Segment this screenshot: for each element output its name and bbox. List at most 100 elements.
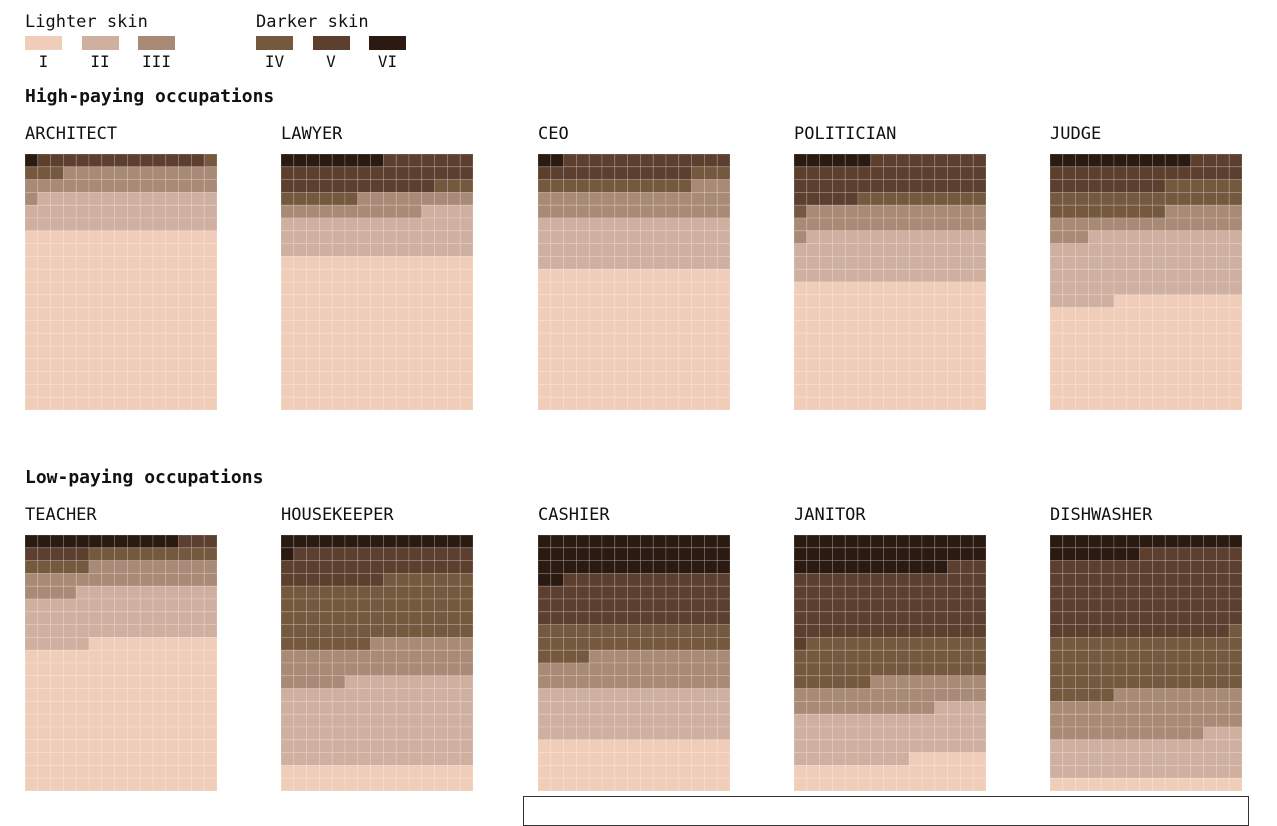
waffle-cell-type-iii (1228, 700, 1242, 715)
waffle-cell-type-ii (703, 256, 718, 270)
waffle-cell-type-ii (383, 688, 397, 702)
waffle-cell-type-i (459, 268, 473, 283)
waffle-cell-type-iii (1215, 688, 1230, 702)
waffle-cell-type-i (857, 764, 872, 779)
waffle-cell-type-iv (1139, 192, 1153, 206)
waffle-cell-type-i (1139, 345, 1153, 360)
waffle-cell-type-iii (1152, 217, 1166, 232)
waffle-cell-type-i (652, 307, 667, 321)
waffle-cell-type-iv (421, 573, 436, 587)
waffle-cell-type-i (563, 358, 577, 373)
waffle-cell-type-i (37, 268, 52, 283)
waffle-cell-type-i (446, 268, 461, 283)
waffle-cell-type-i (691, 345, 705, 360)
waffle-cell-type-ii (1050, 281, 1064, 296)
waffle-cell-type-ii (1113, 256, 1128, 270)
waffle-cell-type-i (459, 319, 473, 334)
waffle-cell-type-iv (1126, 204, 1141, 219)
waffle-cell-type-i (550, 281, 565, 296)
waffle-cell-type-i (1203, 777, 1217, 792)
waffle-cell-type-ii (678, 230, 693, 245)
waffle-cell-type-iv (1164, 637, 1179, 651)
waffle-cell-type-ii (844, 243, 859, 257)
waffle-cell-type-ii (972, 230, 986, 245)
waffle-cell-type-v (972, 560, 986, 574)
waffle-cell-type-vi (550, 535, 565, 549)
waffle-cell-type-i (972, 371, 986, 385)
waffle-cell-type-i (203, 383, 217, 398)
waffle-cell-type-i (139, 307, 154, 321)
waffle-cell-type-i (844, 332, 859, 347)
waffle-cell-type-i (908, 383, 923, 398)
waffle-cell-type-ii (370, 230, 384, 245)
waffle-cell-type-ii (88, 192, 103, 206)
waffle-cell-type-vi (908, 535, 923, 549)
waffle-cell-type-ii (50, 637, 64, 651)
waffle-cell-type-i (1228, 319, 1242, 334)
waffle-cell-type-iii (819, 700, 833, 715)
waffle-cell-type-ii (434, 726, 448, 741)
waffle-cell-type-i (152, 332, 167, 347)
waffle-cell-type-i (63, 726, 77, 741)
waffle-cell-type-vi (806, 535, 821, 549)
waffle-cell-type-ii (576, 217, 590, 232)
waffle-cell-type-i (281, 294, 295, 309)
waffle-cell-type-v (678, 585, 693, 600)
waffle-cell-type-iv (383, 624, 397, 638)
waffle-cell-type-iii (896, 204, 910, 219)
waffle-cell-type-i (678, 294, 693, 309)
occupation-label: POLITICIAN (794, 124, 897, 144)
waffle-cell-type-i (601, 358, 616, 373)
waffle-cell-type-i (1088, 345, 1102, 360)
waffle-cell-type-ii (857, 713, 872, 728)
waffle-cell-type-iv (703, 624, 718, 638)
waffle-cell-type-iii (434, 662, 448, 677)
waffle-cell-type-i (1152, 319, 1166, 334)
waffle-cell-type-i (627, 319, 641, 334)
waffle-cell-type-i (691, 281, 705, 296)
waffle-cell-type-ii (908, 256, 923, 270)
waffle-cell-type-iv (588, 179, 603, 193)
waffle-cell-type-iii (959, 688, 974, 702)
waffle-cell-type-v (703, 611, 718, 626)
waffle-cell-type-ii (1215, 752, 1230, 766)
waffle-cell-type-iv (652, 624, 667, 638)
waffle-cell-type-i (1164, 345, 1179, 360)
waffle-cell-type-i (114, 383, 128, 398)
waffle-cell-type-i (127, 319, 141, 334)
waffle-cell-type-ii (421, 230, 436, 245)
waffle-cell-type-i (1190, 307, 1205, 321)
waffle-cell-type-i (152, 764, 167, 779)
waffle-cell-type-i (1190, 332, 1205, 347)
waffle-cell-type-vi (627, 535, 641, 549)
waffle-cell-type-ii (434, 688, 448, 702)
waffle-cell-type-i (190, 383, 205, 398)
waffle-cell-type-ii (716, 217, 730, 232)
waffle-cell-type-vi (550, 573, 565, 587)
waffle-cell-type-iv (1100, 662, 1115, 677)
waffle-cell-type-i (550, 358, 565, 373)
waffle-cell-type-v (1062, 573, 1077, 587)
waffle-cell-type-ii (1100, 281, 1115, 296)
waffle-cell-type-ii (446, 675, 461, 690)
waffle-cell-type-i (832, 358, 846, 373)
waffle-cell-type-i (101, 713, 116, 728)
waffle-cell-type-i (921, 752, 936, 766)
waffle-cell-type-v (870, 585, 885, 600)
waffle-cell-type-iii (716, 204, 730, 219)
waffle-cell-type-ii (88, 624, 103, 638)
waffle-cell-type-i (1050, 396, 1064, 411)
waffle-cell-type-iii (344, 204, 359, 219)
waffle-cell-type-i (152, 371, 167, 385)
waffle-cell-type-iii (844, 700, 859, 715)
waffle-cell-type-ii (75, 204, 90, 219)
waffle-cell-type-vi (934, 560, 949, 574)
waffle-cell-type-i (63, 662, 77, 677)
waffle-cell-type-iii (1050, 700, 1064, 715)
waffle-cell-type-v (652, 598, 667, 613)
waffle-cell-type-i (306, 345, 320, 360)
waffle-cell-type-vi (794, 535, 808, 549)
waffle-cell-type-i (794, 319, 808, 334)
waffle-cell-type-ii (408, 700, 423, 715)
waffle-cell-type-i (178, 675, 192, 690)
